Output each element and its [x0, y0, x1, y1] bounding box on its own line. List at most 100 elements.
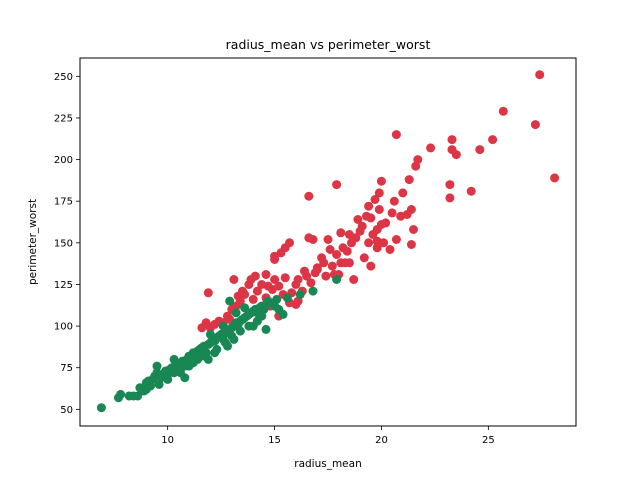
data-point	[364, 238, 374, 248]
data-point	[321, 271, 331, 281]
data-point	[141, 384, 151, 394]
data-point	[406, 205, 416, 214]
data-point	[475, 145, 485, 155]
data-point	[353, 215, 363, 224]
data-point	[374, 188, 384, 198]
data-point	[203, 288, 213, 298]
x-axis-ticks: 10 15 20 25	[161, 426, 495, 446]
data-point	[325, 245, 335, 254]
data-point	[210, 348, 220, 358]
data-point	[250, 271, 260, 281]
data-point	[205, 329, 215, 339]
data-point	[306, 278, 316, 288]
data-point	[229, 334, 239, 344]
y-tick-label: 75	[60, 363, 73, 374]
y-tick-label: 100	[54, 322, 73, 333]
data-point	[274, 304, 284, 314]
data-point	[220, 338, 230, 348]
data-point	[282, 293, 292, 303]
y-tick-label: 175	[54, 197, 73, 208]
data-point	[398, 188, 408, 198]
data-point	[291, 280, 301, 289]
data-point	[272, 294, 282, 304]
data-point	[364, 201, 374, 211]
plot-frame	[79, 57, 577, 427]
data-point	[332, 275, 342, 284]
data-point	[372, 243, 382, 253]
data-point	[304, 191, 314, 201]
data-point	[96, 403, 106, 413]
data-point	[391, 235, 401, 244]
data-point	[197, 351, 207, 361]
data-point	[411, 161, 421, 171]
data-point	[257, 311, 267, 321]
y-tick-label: 50	[60, 405, 73, 416]
x-axis-label: radius_mean	[294, 458, 362, 470]
data-point	[374, 205, 384, 214]
data-point	[466, 186, 476, 196]
data-point	[349, 275, 359, 284]
data-point	[188, 358, 198, 368]
data-point	[300, 266, 309, 276]
data-point	[295, 290, 305, 299]
data-point	[447, 135, 457, 145]
data-point	[387, 208, 397, 218]
data-point	[332, 250, 342, 259]
data-point	[344, 258, 354, 268]
data-point	[323, 235, 333, 244]
chart-title: radius_mean vs perimeter_worst	[226, 37, 431, 52]
data-point	[338, 243, 348, 253]
data-point	[379, 238, 389, 248]
data-point	[218, 321, 228, 331]
data-point	[285, 238, 294, 248]
data-point	[304, 233, 314, 243]
data-point	[366, 261, 376, 271]
data-point	[426, 143, 436, 153]
data-point	[240, 303, 250, 313]
data-point	[355, 226, 365, 236]
data-point	[370, 195, 380, 204]
data-point	[233, 291, 243, 301]
y-tick-label: 150	[54, 238, 73, 249]
y-axis-ticks: 50 75 100 125 150 175 200 225 250	[54, 72, 80, 416]
data-point	[308, 286, 318, 296]
data-point	[445, 180, 455, 190]
data-point	[180, 373, 190, 383]
data-point	[163, 374, 173, 384]
data-point	[231, 308, 241, 318]
data-point	[409, 225, 418, 234]
data-point	[270, 251, 280, 261]
x-tick-label: 15	[268, 435, 281, 446]
data-point	[225, 296, 235, 306]
data-point	[261, 270, 271, 279]
data-point	[362, 211, 371, 221]
y-tick-label: 250	[54, 72, 73, 83]
data-point	[229, 275, 239, 284]
y-tick-label: 200	[54, 155, 73, 166]
data-point	[116, 389, 126, 399]
data-point	[391, 130, 401, 140]
data-point	[317, 253, 327, 263]
data-point	[248, 294, 258, 304]
data-point	[336, 228, 346, 238]
data-point	[332, 180, 342, 190]
data-point	[347, 238, 356, 248]
data-point	[404, 175, 414, 185]
data-point	[257, 280, 267, 289]
y-tick-label: 125	[54, 280, 73, 291]
data-point	[312, 265, 322, 274]
data-point	[261, 324, 271, 334]
data-point	[447, 145, 457, 155]
data-point	[291, 299, 301, 309]
data-point	[550, 173, 560, 183]
data-point	[530, 120, 540, 130]
data-point	[376, 176, 386, 186]
data-point	[197, 323, 207, 333]
data-point	[535, 70, 545, 80]
data-point	[248, 321, 258, 331]
x-tick-label: 20	[375, 435, 388, 446]
y-tick-label: 225	[54, 113, 73, 124]
data-point	[270, 275, 280, 284]
data-point	[152, 361, 162, 371]
